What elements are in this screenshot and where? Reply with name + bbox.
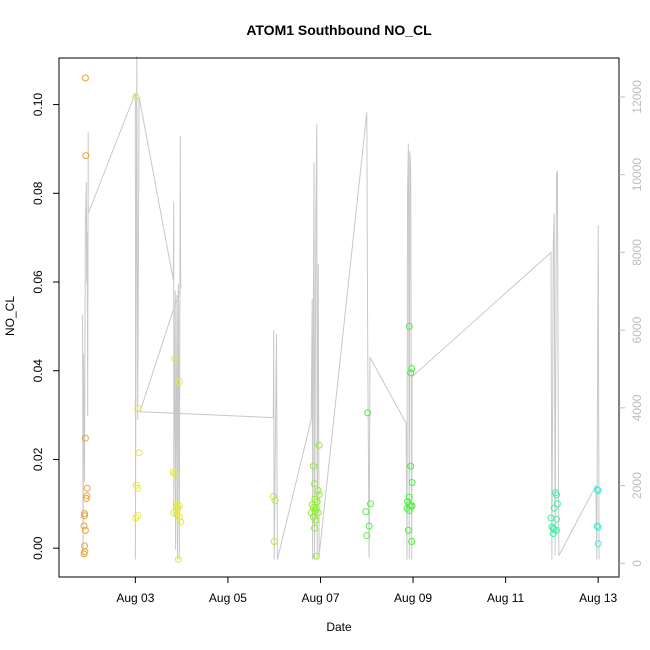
y2-tick-label: 10000	[630, 158, 644, 192]
data-point	[270, 538, 278, 545]
data-point	[364, 409, 372, 417]
data-point	[365, 522, 373, 530]
y-tick-label: 0.02	[31, 447, 45, 471]
data-point	[81, 74, 89, 82]
data-point	[549, 530, 557, 537]
data-point	[314, 487, 322, 494]
data-point	[81, 510, 88, 518]
data-point	[80, 550, 88, 558]
data-point	[132, 93, 140, 101]
data-point	[405, 507, 413, 514]
data-point	[550, 504, 558, 512]
data-point	[135, 449, 143, 457]
y-tick-label: 0.06	[31, 270, 45, 294]
data-point	[313, 498, 321, 506]
x-tick-label: Aug 09	[394, 591, 432, 605]
data-point	[81, 512, 88, 520]
data-point	[173, 511, 181, 519]
data-point	[310, 462, 317, 470]
data-point	[312, 552, 320, 560]
data-point	[405, 493, 413, 501]
data-point	[553, 491, 560, 499]
secondary-series-line	[82, 56, 600, 560]
y2-tick-label: 2000	[630, 472, 644, 499]
data-point	[311, 524, 318, 532]
data-point	[171, 470, 179, 478]
data-point	[177, 518, 185, 526]
x-tick-label: Aug 07	[301, 591, 339, 605]
data-point	[311, 495, 319, 503]
y2-tick-label: 0	[630, 560, 644, 567]
data-point	[315, 491, 323, 499]
y2-tick-label: 6000	[630, 316, 644, 343]
data-point	[363, 532, 371, 540]
data-point	[593, 486, 601, 494]
data-point	[407, 462, 415, 470]
data-point	[362, 508, 370, 516]
data-point	[269, 492, 277, 500]
data-point	[174, 504, 182, 512]
data-point	[407, 369, 415, 377]
data-point	[81, 434, 89, 442]
data-point	[593, 522, 601, 530]
x-tick-label: Aug 05	[209, 591, 247, 605]
data-point	[594, 523, 602, 531]
data-point	[405, 322, 413, 330]
plot-layer: Aug 03 Aug 05 Aug 07 Aug 09 Aug 11 Aug 13 0.00…	[31, 56, 644, 605]
data-point	[408, 365, 416, 372]
data-point	[81, 542, 88, 550]
data-point	[169, 468, 177, 476]
data-point	[271, 497, 279, 505]
data-point	[134, 512, 142, 520]
data-point	[134, 404, 142, 412]
data-point	[175, 513, 183, 521]
data-point	[134, 484, 142, 492]
data-point	[83, 492, 91, 500]
data-point	[594, 540, 602, 548]
x-tick-label: Aug 03	[116, 591, 154, 605]
y2-tick-label: 4000	[630, 394, 644, 421]
data-point	[83, 484, 91, 492]
data-point	[82, 152, 90, 160]
data-point	[171, 354, 179, 362]
data-point	[174, 555, 182, 563]
data-point	[553, 515, 560, 523]
y-tick-label: 0.04	[31, 359, 45, 383]
y-tick-label: 0.10	[31, 93, 45, 117]
plot-frame	[58, 57, 620, 578]
data-point	[408, 479, 416, 486]
y-tick-label: 0.00	[31, 536, 45, 560]
x-axis-label: Date	[326, 620, 352, 634]
data-point	[314, 509, 322, 517]
y2-tick-label: 8000	[630, 239, 644, 266]
data-point	[80, 522, 88, 530]
data-point	[82, 495, 90, 502]
data-point	[81, 526, 89, 534]
y-axis-label: NO_CL	[3, 296, 17, 336]
data-point	[132, 514, 140, 522]
data-point	[175, 378, 183, 386]
data-point	[403, 504, 411, 512]
data-point	[315, 441, 323, 449]
data-point	[311, 480, 318, 488]
y-tick-label: 0.08	[31, 181, 45, 205]
data-point	[404, 526, 412, 534]
y2-tick-label: 12000	[630, 80, 644, 114]
x-tick-label: Aug 11	[487, 591, 524, 605]
data-point	[408, 538, 416, 545]
x-tick-label: Aug 13	[579, 591, 617, 605]
data-point	[367, 500, 374, 508]
chart-title: ATOM1 Southbound NO_CL	[246, 22, 432, 38]
data-point	[312, 516, 320, 524]
data-point	[594, 487, 602, 494]
